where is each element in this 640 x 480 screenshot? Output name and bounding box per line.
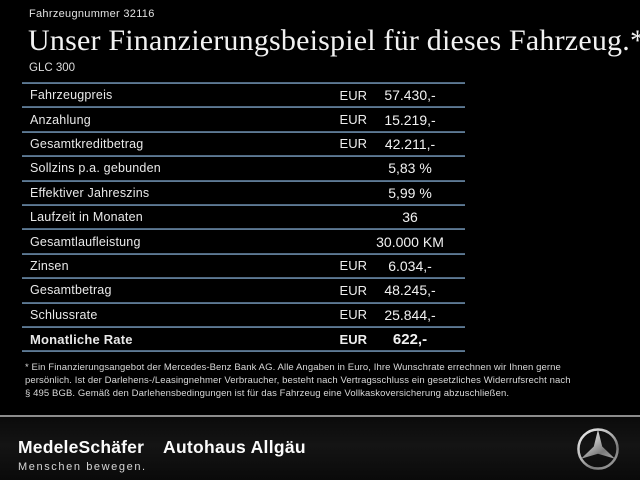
table-row-anzahlung: Anzahlung EUR 15.219,-: [22, 108, 465, 130]
row-currency: EUR: [339, 258, 367, 274]
row-separator: [22, 82, 465, 84]
row-separator: [22, 130, 465, 133]
row-value: 30.000 KM: [376, 233, 444, 250]
table-row-schlussrate: Schlussrate EUR 25.844,-: [22, 304, 465, 326]
dealer-tagline: Menschen bewegen.: [18, 461, 147, 473]
row-value: 15.219,-: [384, 111, 436, 128]
dealer-logo-block: MedeleSchäfer Menschen bewegen.: [18, 437, 147, 473]
legal-footnote: * Ein Finanzierungsangebot der Mercedes-…: [25, 361, 621, 401]
row-currency: EUR: [339, 136, 367, 152]
table-row-laufzeit: Laufzeit in Monaten 36: [22, 206, 465, 228]
row-currency: EUR: [339, 87, 367, 103]
row-label: Schlussrate: [30, 307, 98, 322]
table-row-gesamtbetrag: Gesamtbetrag EUR 48.245,-: [22, 279, 465, 301]
table-row-zinsen: Zinsen EUR 6.034,-: [22, 255, 465, 277]
row-value: 42.211,-: [384, 135, 436, 152]
table-row-gesamtkreditbetrag: Gesamtkreditbetrag EUR 42.211,-: [22, 133, 465, 155]
row-value: 6.034,-: [388, 257, 432, 274]
row-currency: EUR: [339, 307, 367, 323]
row-currency: EUR: [339, 331, 367, 347]
row-label: Gesamtlaufleistung: [30, 234, 141, 249]
row-value: 48.245,-: [384, 282, 436, 299]
row-separator: [22, 325, 465, 328]
row-value: 36: [402, 209, 418, 226]
table-row-sollzins: Sollzins p.a. gebunden 5,83 %: [22, 157, 465, 179]
table-row-gesamtlaufleistung: Gesamtlaufleistung 30.000 KM: [22, 230, 465, 252]
row-currency: EUR: [339, 282, 367, 298]
row-label: Monatliche Rate: [30, 331, 133, 347]
footnote-line: persönlich. Ist der Darlehens-/Leasingne…: [25, 375, 571, 387]
row-label: Zinsen: [30, 258, 69, 273]
row-separator: [22, 350, 465, 353]
row-label: Gesamtkreditbetrag: [30, 136, 144, 151]
table-row-effektiver-jahreszins: Effektiver Jahreszins 5,99 %: [22, 182, 465, 204]
table-row-monatliche-rate: Monatliche Rate EUR 622,-: [22, 328, 465, 350]
vehicle-number: Fahrzeugnummer 32116: [29, 8, 155, 20]
row-separator: [22, 252, 465, 255]
row-label: Anzahlung: [30, 112, 91, 127]
row-value: 57.430,-: [384, 87, 436, 104]
row-currency: EUR: [339, 112, 367, 128]
row-value: 5,83 %: [388, 160, 432, 177]
mercedes-star-icon: [577, 428, 619, 470]
row-label: Effektiver Jahreszins: [30, 185, 150, 200]
row-separator: [22, 106, 465, 109]
row-separator: [22, 301, 465, 304]
table-row-fahrzeugpreis: Fahrzeugpreis EUR 57.430,-: [22, 84, 465, 106]
row-label: Laufzeit in Monaten: [30, 210, 143, 225]
row-value: 25.844,-: [384, 306, 436, 323]
page-title: Unser Finanzierungsbeispiel für dieses F…: [28, 24, 640, 57]
dealer-location-logo: Autohaus Allgäu: [163, 437, 306, 457]
page-header: Fahrzeugnummer 32116 Unser Finanzierungs…: [0, 0, 640, 75]
row-separator: [22, 179, 465, 182]
row-label: Fahrzeugpreis: [30, 88, 113, 103]
row-separator: [22, 155, 465, 158]
footer-bar: MedeleSchäfer Menschen bewegen. Autohaus…: [0, 415, 640, 480]
vehicle-model: GLC 300: [29, 62, 76, 74]
row-separator: [22, 228, 465, 231]
row-separator: [22, 277, 465, 280]
footnote-line: * Ein Finanzierungsangebot der Mercedes-…: [25, 362, 561, 373]
dealer-logo: MedeleSchäfer: [18, 437, 145, 457]
row-value: 622,-: [392, 330, 428, 348]
financing-table: Fahrzeugpreis EUR 57.430,- Anzahlung EUR…: [22, 82, 465, 353]
row-label: Sollzins p.a. gebunden: [30, 161, 161, 176]
row-separator: [22, 203, 465, 206]
footnote-line: § 495 BGB. Gemäß den Darlehensbedingunge…: [25, 388, 510, 400]
row-label: Gesamtbetrag: [30, 283, 112, 298]
row-value: 5,99 %: [388, 184, 432, 201]
